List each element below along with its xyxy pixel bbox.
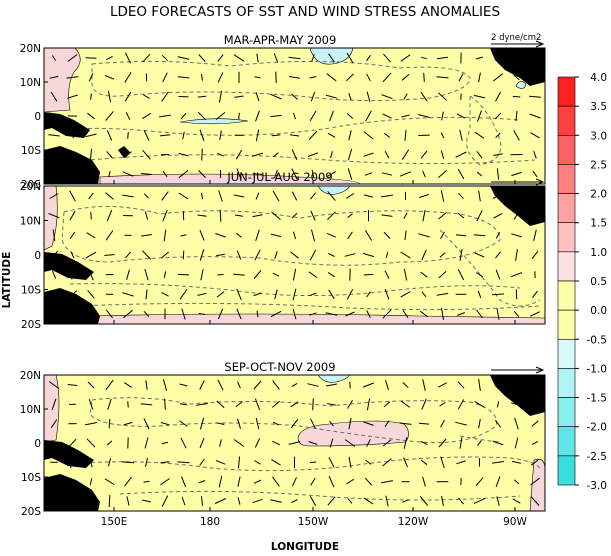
wind-vector	[364, 274, 373, 275]
x-tick-label: 150W	[298, 516, 329, 528]
colorbar-swatch	[558, 368, 575, 397]
panel-title-mam: MAR-APR-MAY 2009	[224, 33, 337, 47]
wind-vector	[183, 251, 184, 260]
y-tick-label: 0	[34, 250, 41, 262]
colorbar-tick-label: -1.0	[587, 363, 608, 375]
colorbar-swatch	[558, 281, 575, 310]
x-axis-label: LONGITUDE	[271, 541, 339, 552]
y-tick-label: 20N	[20, 181, 41, 193]
y-axis-label: LATITUDE	[1, 252, 13, 309]
y-tick-label: 10S	[21, 145, 41, 157]
x-tick-label: 150E	[101, 516, 128, 528]
y-tick-label: 20S	[21, 319, 41, 331]
y-tick-label: 20S	[21, 506, 41, 518]
colorbar-swatch	[558, 398, 575, 427]
colorbar-tick-label: -0.5	[587, 334, 608, 346]
y-tick-label: 10S	[21, 472, 41, 484]
colorbar-tick-label: 3.0	[590, 130, 607, 142]
y-tick-label: 10N	[20, 77, 41, 89]
wind-vector	[513, 96, 520, 97]
wind-vector	[217, 274, 223, 275]
panel-jja: JUN-JUL-AUG 2009	[44, 170, 545, 324]
colorbar-swatch	[558, 135, 575, 164]
x-tick-label: 90W	[503, 516, 527, 528]
colorbar-tick-label: 1.0	[590, 247, 607, 259]
colorbar-tick-label: 1.5	[590, 218, 607, 230]
wind-vector	[220, 210, 221, 222]
colorbar-tick-label: -1.5	[587, 393, 608, 405]
wind-vector	[313, 398, 314, 410]
wind-vector	[535, 54, 536, 62]
colorbar-tick-label: 2.0	[590, 189, 607, 201]
y-tick-label: 10N	[20, 216, 41, 228]
wind-vector	[91, 212, 92, 220]
panel-mam: MAR-APR-MAY 2009	[44, 33, 545, 184]
y-tick-label: 20N	[20, 43, 41, 55]
panel-title-son: SEP-OCT-NOV 2009	[224, 360, 335, 374]
colorbar-swatch	[558, 252, 575, 281]
colorbar-tick-label: 0.0	[590, 305, 607, 317]
colorbar-tick-label: 2.5	[590, 159, 607, 171]
colorbar-swatch	[558, 456, 575, 485]
colorbar-swatch	[558, 223, 575, 252]
y-tick-label: 20N	[20, 370, 41, 382]
colorbar-swatch	[558, 77, 575, 106]
panel-son: SEP-OCT-NOV 2009	[44, 360, 545, 511]
wind-vector	[109, 495, 110, 507]
wind-vector	[128, 132, 129, 139]
colorbar-swatch	[558, 339, 575, 368]
colorbar-tick-label: -2.5	[587, 451, 608, 463]
y-tick-label: 10S	[21, 285, 41, 297]
colorbar-swatch	[558, 194, 575, 223]
x-tick-label: 120W	[398, 516, 429, 528]
colorbar-tick-label: 4.0	[590, 72, 607, 84]
wind-vector	[128, 401, 129, 407]
colorbar-tick-label: 3.5	[590, 101, 607, 113]
panel-title-jja: JUN-JUL-AUG 2009	[226, 170, 332, 184]
colorbar-tick-label: -2.0	[587, 422, 608, 434]
wind-vector	[178, 274, 189, 275]
x-tick-label: 180	[200, 516, 220, 528]
vector-scale-label: 2 dyne/cm2	[491, 33, 541, 43]
y-tick-label: 10N	[20, 404, 41, 416]
colorbar: 4.0 3.5 3.0 2.5 2.0 1.5 1.0 0.5 0.0 -0.5 -1.0 -1.5 -…	[558, 72, 607, 492]
wind-vector	[109, 419, 110, 428]
figure-title: LDEO FORECASTS OF SST AND WIND STRESS AN…	[110, 4, 500, 20]
colorbar-tick-label: 0.5	[590, 276, 607, 288]
wind-vector	[239, 113, 240, 119]
y-tick-label: 0	[34, 111, 41, 123]
colorbar-tick-label: -3.0	[587, 480, 608, 492]
wind-vector	[310, 462, 316, 463]
colorbar-swatch	[558, 164, 575, 193]
wind-vector	[49, 481, 59, 482]
wind-vector	[424, 73, 425, 82]
colorbar-swatch	[558, 427, 575, 456]
wind-vector	[202, 149, 203, 161]
colorbar-swatch	[558, 106, 575, 135]
wind-vector	[492, 294, 504, 295]
colorbar-swatch	[558, 310, 575, 339]
y-tick-label: 0	[34, 438, 41, 450]
